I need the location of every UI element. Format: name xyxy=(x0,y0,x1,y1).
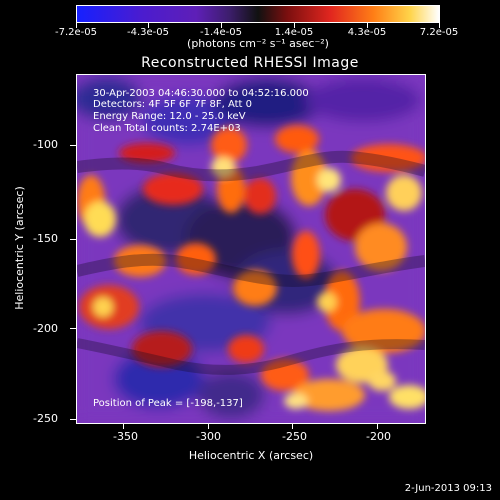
x-tick-label: -300 xyxy=(196,430,221,443)
annotation-energy-range: Energy Range: 12.0 - 25.0 keV xyxy=(93,111,246,122)
y-axis-tick xyxy=(70,328,76,329)
x-axis-tick xyxy=(292,423,293,429)
image-panel: 30-Apr-2003 04:46:30.000 to 04:52:16.000… xyxy=(76,74,426,424)
colorbar-tick xyxy=(148,23,149,28)
y-tick-label: -200 xyxy=(33,322,58,335)
x-tick-label: -350 xyxy=(113,430,138,443)
y-axis-label: Heliocentric Y (arcsec) xyxy=(13,186,26,310)
x-tick-label: -250 xyxy=(282,430,307,443)
colorbar-tick-label: -1.4e-05 xyxy=(200,27,242,38)
y-tick-label: -150 xyxy=(33,232,58,245)
annotation-peak-position: Position of Peak = [-198,-137] xyxy=(93,398,243,409)
annotation-time-range: 30-Apr-2003 04:46:30.000 to 04:52:16.000 xyxy=(93,88,309,99)
colorbar-tick-label: -4.3e-05 xyxy=(127,27,169,38)
colorbar-unit-label: (photons cm⁻² s⁻¹ asec⁻²) xyxy=(187,37,329,50)
colorbar-tick-label: -7.2e-05 xyxy=(55,27,97,38)
colorbar-tick-label: 1.4e-05 xyxy=(274,27,314,38)
annotation-detectors: Detectors: 4F 5F 6F 7F 8F, Att 0 xyxy=(93,99,253,110)
colorbar xyxy=(76,5,440,23)
colorbar-tick xyxy=(76,23,77,28)
y-axis-tick xyxy=(70,419,76,420)
colorbar-tick-label: 7.2e-05 xyxy=(419,27,459,38)
y-tick-label: -100 xyxy=(33,138,58,151)
y-axis-tick xyxy=(70,145,76,146)
footer-date: 2-Jun-2013 09:13 xyxy=(404,483,492,494)
colorbar-tick-label: 4.3e-05 xyxy=(347,27,387,38)
heatmap-image xyxy=(77,75,425,423)
annotation-clean-counts: Clean Total counts: 2.74E+03 xyxy=(93,123,241,134)
y-axis-tick xyxy=(70,239,76,240)
y-tick-label: -250 xyxy=(33,412,58,425)
x-tick-label: -200 xyxy=(366,430,391,443)
colorbar-tick xyxy=(367,23,368,28)
colorbar-tick xyxy=(221,23,222,28)
colorbar-tick xyxy=(294,23,295,28)
x-axis-label: Heliocentric X (arcsec) xyxy=(188,449,314,462)
plot-title: Reconstructed RHESSI Image xyxy=(141,55,359,71)
x-axis-tick xyxy=(377,423,378,429)
x-axis-tick xyxy=(208,423,209,429)
x-axis-tick xyxy=(123,423,124,429)
colorbar-tick xyxy=(439,23,440,28)
